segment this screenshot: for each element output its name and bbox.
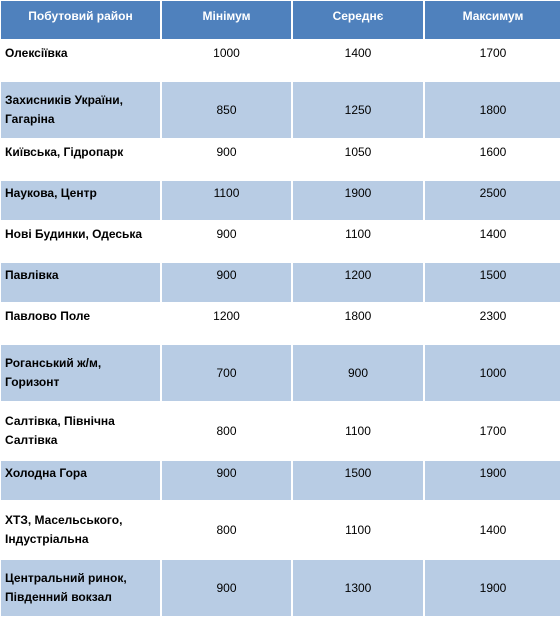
district-cell: Київська, Гідропарк — [1, 140, 160, 179]
minimum-cell: 1200 — [162, 304, 291, 343]
minimum-cell: 800 — [162, 403, 291, 459]
table-row: Нові Будинки, Одеська 900 1100 1400 — [1, 222, 560, 261]
maximum-cell: 1400 — [425, 222, 560, 261]
maximum-cell: 1400 — [425, 502, 560, 558]
minimum-cell: 900 — [162, 222, 291, 261]
table-row: ХТЗ, Масельського, Індустріальна 800 110… — [1, 502, 560, 558]
district-cell: Нові Будинки, Одеська — [1, 222, 160, 261]
header-minimum: Мінімум — [162, 1, 291, 39]
minimum-cell: 900 — [162, 560, 291, 616]
maximum-cell: 2300 — [425, 304, 560, 343]
district-cell: Холодна Гора — [1, 461, 160, 500]
average-cell: 1200 — [293, 263, 423, 302]
district-cell: ХТЗ, Масельського, Індустріальна — [1, 502, 160, 558]
average-cell: 1100 — [293, 222, 423, 261]
table-row: Захисників України, Гагаріна 850 1250 18… — [1, 82, 560, 138]
table-row: Павлово Поле 1200 1800 2300 — [1, 304, 560, 343]
header-maximum: Максимум — [425, 1, 560, 39]
maximum-cell: 1700 — [425, 403, 560, 459]
district-cell: Роганський ж/м, Горизонт — [1, 345, 160, 401]
header-average: Середнє — [293, 1, 423, 39]
table-row: Олексіївка 1000 1400 1700 — [1, 41, 560, 80]
district-cell: Захисників України, Гагаріна — [1, 82, 160, 138]
maximum-cell: 1900 — [425, 560, 560, 616]
average-cell: 900 — [293, 345, 423, 401]
table-row: Холодна Гора 900 1500 1900 — [1, 461, 560, 500]
minimum-cell: 800 — [162, 502, 291, 558]
minimum-cell: 850 — [162, 82, 291, 138]
district-cell: Павлівка — [1, 263, 160, 302]
maximum-cell: 1600 — [425, 140, 560, 179]
minimum-cell: 900 — [162, 263, 291, 302]
table-row: Салтівка, Північна Салтівка 800 1100 170… — [1, 403, 560, 459]
average-cell: 1900 — [293, 181, 423, 220]
table-row: Роганський ж/м, Горизонт 700 900 1000 — [1, 345, 560, 401]
average-cell: 1300 — [293, 560, 423, 616]
maximum-cell: 1700 — [425, 41, 560, 80]
minimum-cell: 1000 — [162, 41, 291, 80]
district-cell: Наукова, Центр — [1, 181, 160, 220]
minimum-cell: 900 — [162, 140, 291, 179]
average-cell: 1800 — [293, 304, 423, 343]
header-row: Побутовий район Мінімум Середнє Максимум — [1, 1, 560, 39]
maximum-cell: 1000 — [425, 345, 560, 401]
average-cell: 1500 — [293, 461, 423, 500]
average-cell: 1400 — [293, 41, 423, 80]
average-cell: 1100 — [293, 502, 423, 558]
maximum-cell: 1900 — [425, 461, 560, 500]
maximum-cell: 1500 — [425, 263, 560, 302]
table-row: Київська, Гідропарк 900 1050 1600 — [1, 140, 560, 179]
minimum-cell: 1100 — [162, 181, 291, 220]
table-row: Наукова, Центр 1100 1900 2500 — [1, 181, 560, 220]
district-cell: Салтівка, Північна Салтівка — [1, 403, 160, 459]
average-cell: 1100 — [293, 403, 423, 459]
table-row: Павлівка 900 1200 1500 — [1, 263, 560, 302]
header-district: Побутовий район — [1, 1, 160, 39]
district-cell: Центральний ринок, Південний вокзал — [1, 560, 160, 616]
minimum-cell: 700 — [162, 345, 291, 401]
maximum-cell: 1800 — [425, 82, 560, 138]
average-cell: 1050 — [293, 140, 423, 179]
minimum-cell: 900 — [162, 461, 291, 500]
maximum-cell: 2500 — [425, 181, 560, 220]
table-row: Центральний ринок, Південний вокзал 900 … — [1, 560, 560, 616]
district-cell: Павлово Поле — [1, 304, 160, 343]
average-cell: 1250 — [293, 82, 423, 138]
district-cell: Олексіївка — [1, 41, 160, 80]
